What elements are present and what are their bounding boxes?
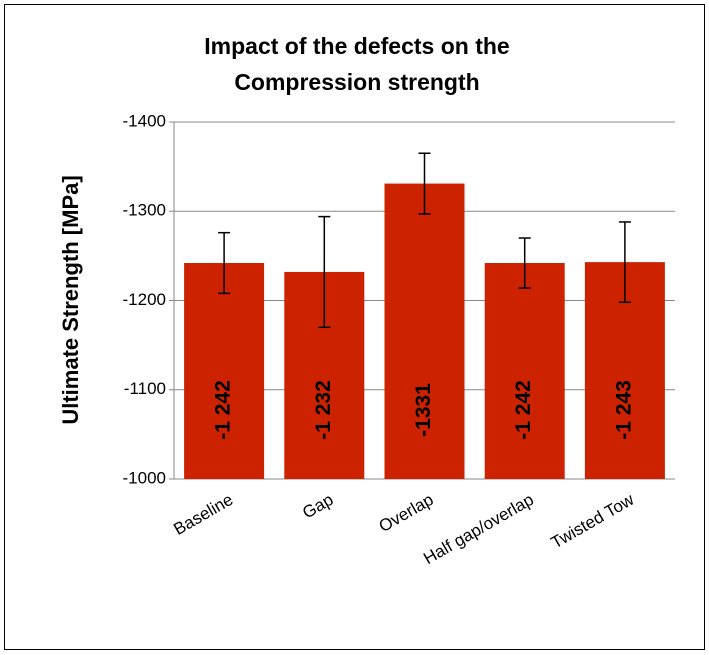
y-tick-label: -1300	[123, 201, 166, 220]
bar	[484, 263, 565, 479]
bar	[384, 183, 465, 479]
chart-title: Compression strength	[234, 69, 479, 95]
value-label: -1 232	[312, 380, 335, 440]
y-tick-label: -1000	[123, 468, 166, 487]
y-tick-label: -1100	[124, 379, 166, 398]
error-bar	[318, 215, 331, 329]
chart-title: Impact of the defects on the	[204, 33, 509, 59]
value-label: -1331	[412, 383, 435, 437]
value-label: -1 242	[512, 380, 535, 440]
value-label: -1 243	[612, 380, 635, 440]
y-tick-label: -1200	[123, 290, 166, 309]
y-axis-label: Ultimate Strength [MPa]	[58, 175, 83, 424]
error-bar	[418, 152, 431, 215]
bar	[184, 263, 265, 479]
value-label: -1 242	[212, 380, 235, 440]
error-bar	[518, 237, 531, 289]
error-bar	[218, 231, 231, 295]
error-bar	[618, 221, 631, 304]
y-tick-label: -1400	[123, 111, 166, 130]
